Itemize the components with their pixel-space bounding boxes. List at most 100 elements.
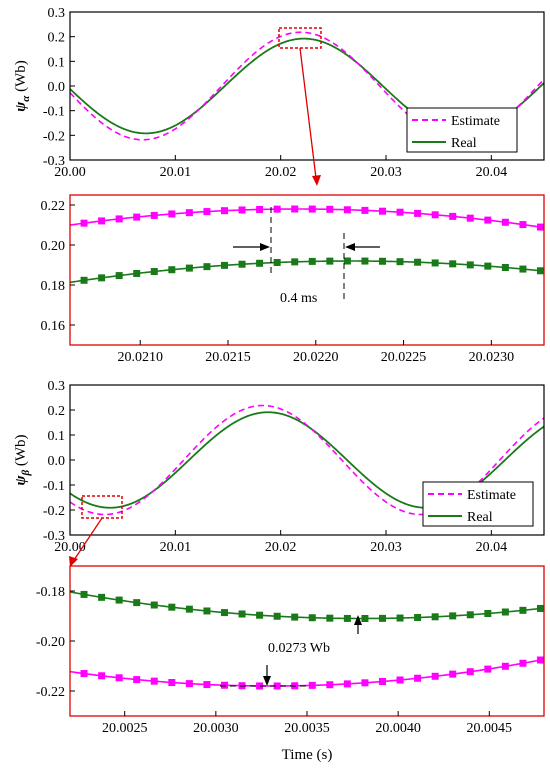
- y-tick-label: 0.22: [41, 199, 66, 214]
- data-point-estimate: [308, 205, 316, 213]
- y-tick-label: -0.20: [36, 635, 65, 650]
- y-tick-label: -0.3: [43, 154, 65, 169]
- p1-zoom-arrow: [299, 47, 317, 179]
- data-point-estimate: [396, 676, 404, 684]
- data-point-estimate: [536, 656, 544, 664]
- p2-arrow-left-head: [260, 243, 270, 251]
- data-point-estimate: [449, 670, 457, 678]
- data-point-estimate: [80, 219, 88, 227]
- p4-annotation-label: 0.0273 Wb: [268, 641, 330, 656]
- data-point-real: [466, 261, 474, 269]
- y-tick-label: 0.2: [48, 31, 66, 46]
- y-tick-label: 0.16: [41, 319, 66, 334]
- data-point-estimate: [519, 659, 527, 667]
- p4-amplitude-annotation: 0.0273 Wb: [220, 615, 362, 687]
- y-tick-label: -0.1: [43, 105, 65, 120]
- data-point-real: [238, 260, 246, 268]
- x-tick-label: 20.0035: [284, 721, 330, 736]
- data-point-real: [361, 614, 369, 622]
- data-point-estimate: [431, 672, 439, 680]
- y-tick-label: -0.22: [36, 685, 65, 700]
- x-tick-label: 20.0045: [467, 721, 513, 736]
- data-point-real: [133, 599, 141, 607]
- p3-legend-estimate-label: Estimate: [467, 488, 516, 503]
- data-point-real: [80, 276, 88, 284]
- x-tick-label: 20.0040: [375, 721, 421, 736]
- data-point-estimate: [185, 680, 193, 688]
- data-point-real: [536, 604, 544, 612]
- data-point-real: [343, 257, 351, 265]
- data-point-real: [536, 267, 544, 275]
- data-point-real: [484, 609, 492, 617]
- data-point-real: [133, 269, 141, 277]
- data-point-real: [238, 610, 246, 618]
- data-point-real: [378, 257, 386, 265]
- data-point-estimate: [484, 216, 492, 224]
- data-point-estimate: [396, 208, 404, 216]
- p4-arrow-up-head: [354, 615, 362, 625]
- data-point-estimate: [449, 212, 457, 220]
- x-tick-label: 20.02: [265, 165, 297, 180]
- data-point-real: [150, 601, 158, 609]
- data-point-real: [519, 606, 527, 614]
- p1-legend: Estimate Real: [406, 107, 518, 153]
- x-tick-label: 20.01: [160, 540, 192, 555]
- y-tick-label: 0.3: [48, 6, 66, 21]
- data-point-estimate: [238, 206, 246, 214]
- p2-plot-area: [70, 205, 544, 284]
- p4-arrow-down-head: [263, 676, 271, 686]
- p4-ticks: 20.0025 20.0030 20.0035 20.0040 20.0045 -0.18…: [36, 585, 512, 736]
- x-tick-label: 20.0025: [102, 721, 148, 736]
- panel-psi-alpha: 20.00 20.01 20.02 20.03 20.04 -0.3 -0.2 -0.1 0.0…: [13, 6, 545, 186]
- panel-psi-beta: 20.00 20.01 20.02 20.03 20.04 -0.3 -0.2 -0.1 0.0…: [13, 379, 545, 567]
- data-point-estimate: [414, 209, 422, 217]
- data-point-real: [185, 605, 193, 613]
- x-tick-label: 20.0030: [193, 721, 239, 736]
- data-point-estimate: [203, 208, 211, 216]
- p3-zoom-arrow-head: [69, 556, 78, 567]
- data-point-real: [308, 614, 316, 622]
- data-point-estimate: [326, 205, 334, 213]
- data-point-real: [273, 258, 281, 266]
- x-tick-label: 20.0210: [117, 350, 163, 365]
- x-tick-label: 20.00: [54, 165, 86, 180]
- data-point-real: [80, 590, 88, 598]
- p3-legend: Estimate Real: [422, 481, 534, 527]
- data-point-estimate: [308, 681, 316, 689]
- data-point-real: [501, 264, 509, 272]
- data-point-estimate: [150, 211, 158, 219]
- data-point-real: [98, 593, 106, 601]
- data-point-estimate: [466, 214, 474, 222]
- data-point-real: [449, 612, 457, 620]
- y-tick-label: -0.1: [43, 479, 65, 494]
- data-point-estimate: [98, 217, 106, 225]
- data-point-estimate: [115, 215, 123, 223]
- data-point-real: [98, 274, 106, 282]
- data-point-real: [501, 608, 509, 616]
- data-point-real: [115, 596, 123, 604]
- data-point-estimate: [168, 210, 176, 218]
- data-point-estimate: [80, 670, 88, 678]
- data-point-real: [256, 611, 264, 619]
- data-point-real: [291, 613, 299, 621]
- y-tick-label: 0.0: [48, 454, 66, 469]
- data-point-real: [203, 607, 211, 615]
- p2-ticks: 20.0210 20.0215 20.0220 20.0225 20.0230 0.16 0…: [41, 199, 515, 365]
- data-point-estimate: [361, 206, 369, 214]
- series-line-real: [70, 591, 544, 620]
- data-point-real: [203, 263, 211, 271]
- data-point-real: [396, 614, 404, 622]
- data-point-real: [168, 603, 176, 611]
- y-tick-label: 0.18: [41, 279, 66, 294]
- x-tick-label: 20.02: [265, 540, 297, 555]
- x-tick-label: 20.0230: [469, 350, 515, 365]
- data-point-estimate: [185, 209, 193, 217]
- panel-psi-alpha-zoom: 20.0210 20.0215 20.0220 20.0225 20.0230 0.16 0…: [41, 194, 545, 365]
- data-point-real: [343, 614, 351, 622]
- data-point-estimate: [519, 221, 527, 229]
- data-point-estimate: [220, 681, 228, 689]
- data-point-estimate: [220, 207, 228, 215]
- data-point-real: [361, 257, 369, 265]
- data-point-estimate: [414, 674, 422, 682]
- data-point-real: [150, 268, 158, 276]
